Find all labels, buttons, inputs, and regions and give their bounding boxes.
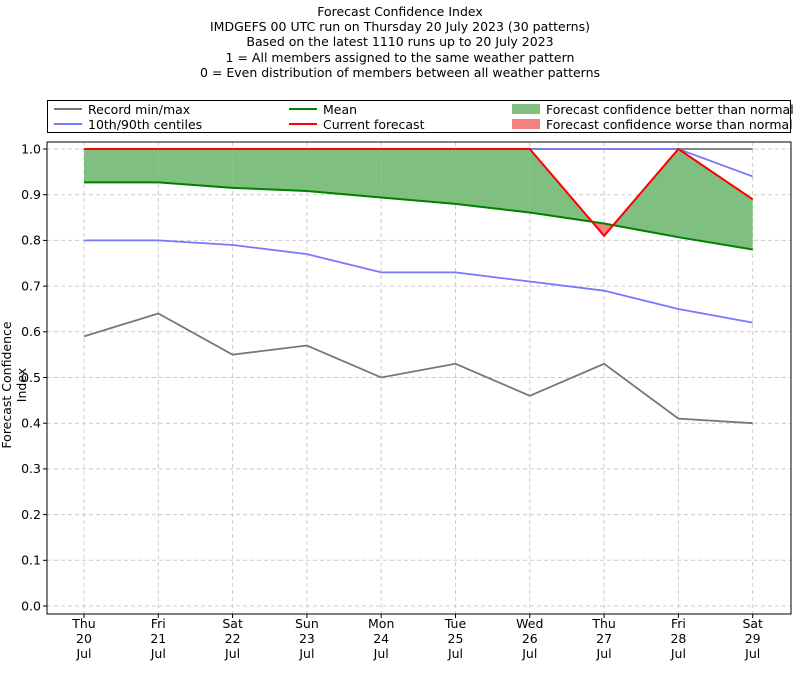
fill-better-than-normal [455,149,530,213]
chart-subtitle-basis: Based on the latest 1110 runs up to 20 J… [246,34,554,50]
x-tick-label: Jul [744,646,760,661]
x-tick-label: 21 [150,631,166,646]
x-tick-label: 25 [448,631,464,646]
series-lines [83,147,754,425]
x-tick-label: Mon [368,616,394,631]
chart-subtitle-run: IMDGEFS 00 UTC run on Thursday 20 July 2… [210,19,590,35]
x-tick-label: 20 [76,631,92,646]
x-tick-label: Fri [151,616,166,631]
legend-swatch-mean [289,108,317,110]
y-tick-label: 0.7 [21,278,41,293]
chart-title: Forecast Confidence Index [317,4,483,19]
series-line-10th-centile [84,239,753,324]
y-tick-label: 0.0 [21,598,41,613]
legend-label-record: Record min/max [88,102,191,117]
fill-better-than-normal [158,149,233,188]
legend-swatch-better [512,104,540,114]
x-tick-label: Wed [516,616,543,631]
x-tick-label: 27 [596,631,612,646]
fill-better-than-normal [232,149,307,192]
legend-swatch-centiles [54,123,82,125]
y-tick-label: 0.1 [21,553,41,568]
x-tick-label: Tue [444,616,467,631]
series-line-current-forecast [84,147,754,238]
axis-ticks: 0.00.10.20.30.40.50.60.70.80.91.0Thu20Ju… [21,141,763,661]
chart-subtitle-scale-min: 0 = Even distribution of members between… [199,64,601,80]
y-tick-label: 0.3 [21,461,41,476]
x-tick-label: Jul [224,646,240,661]
fill-better-than-normal [306,149,382,198]
x-tick-label: Jul [596,646,612,661]
x-tick-label: Jul [521,646,537,661]
fill-better-than-normal [678,149,753,250]
x-tick-label: Jul [670,646,686,661]
x-tick-label: Sun [295,616,319,631]
y-tick-label: 1.0 [21,141,41,156]
x-tick-label: 22 [225,631,241,646]
x-tick-label: 26 [522,631,538,646]
x-tick-label: Sat [222,616,243,631]
legend-label-mean: Mean [323,102,358,117]
series-line-mean [84,181,753,251]
x-tick-label: 28 [670,631,686,646]
x-tick-label: Jul [447,646,463,661]
fill-better-than-normal [84,149,159,183]
x-tick-label: Thu [71,616,95,631]
legend-label-worse: Forecast confidence worse than normal [546,117,793,132]
x-tick-label: Thu [591,616,615,631]
y-tick-label: 0.8 [21,233,41,248]
x-tick-label: Jul [373,646,389,661]
x-tick-label: 29 [745,631,761,646]
x-tick-label: 24 [373,631,389,646]
legend-swatch-current [289,123,317,125]
fill-better-than-normal [381,149,456,204]
x-tick-label: 23 [299,631,315,646]
chart-title-block: Forecast Confidence Index IMDGEFS 00 UTC… [0,4,800,80]
chart-legend: Record min/max 10th/90th centiles Mean C… [47,100,794,133]
x-tick-label: Sat [742,616,763,631]
x-tick-label: Jul [75,646,91,661]
legend-swatch-worse [512,119,540,129]
x-tick-label: Fri [671,616,686,631]
legend-swatch-record [54,108,82,110]
x-tick-label: Jul [150,646,166,661]
y-tick-label: 0.5 [21,370,41,385]
x-tick-label: Jul [298,646,314,661]
legend-label-better: Forecast confidence better than normal [546,102,794,117]
y-tick-label: 0.6 [21,324,41,339]
series-line-record-min [83,312,753,425]
y-tick-label: 0.4 [21,416,41,431]
legend-label-centiles: 10th/90th centiles [88,117,203,132]
legend-label-current: Current forecast [323,117,425,132]
chart-subtitle-scale-max: 1 = All members assigned to the same wea… [225,49,575,65]
fill-better-than-normal [613,149,679,238]
y-tick-label: 0.9 [21,187,41,202]
y-tick-label: 0.2 [21,507,41,522]
confidence-fill [84,149,753,250]
